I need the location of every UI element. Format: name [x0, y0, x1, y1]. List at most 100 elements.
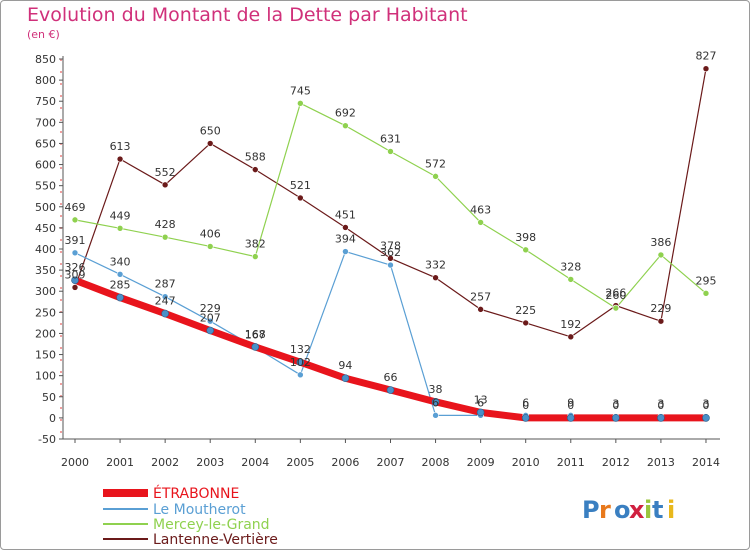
- y-tick-label: 0: [49, 412, 56, 425]
- data-point: [71, 249, 79, 257]
- data-label: 225: [515, 304, 536, 317]
- data-label: 266: [605, 287, 626, 300]
- legend-label: Le Moutherot: [153, 502, 246, 518]
- data-label: 132: [290, 343, 311, 356]
- data-point: [251, 166, 259, 173]
- legend-label: ÉTRABONNE: [153, 485, 239, 502]
- data-label: 378: [380, 239, 401, 252]
- data-label: 257: [470, 290, 491, 303]
- data-point: [612, 304, 620, 312]
- series-points: [71, 65, 710, 422]
- data-point: [657, 251, 665, 259]
- y-tick-label: 700: [35, 116, 56, 129]
- x-tick-label: 2008: [422, 456, 450, 469]
- data-point: [431, 398, 440, 406]
- data-point: [387, 148, 394, 155]
- data-label: 0: [657, 399, 664, 412]
- data-point: [567, 333, 575, 341]
- data-label: 469: [65, 201, 86, 214]
- data-label: 406: [200, 227, 221, 240]
- data-point: [161, 233, 169, 241]
- y-tick-label: 750: [35, 95, 56, 108]
- data-point: [477, 219, 484, 226]
- data-point: [566, 414, 575, 422]
- data-label: 6: [432, 396, 439, 409]
- chart-subtitle: (en €): [27, 28, 60, 41]
- data-point: [116, 225, 124, 232]
- y-tick-label: 400: [35, 243, 56, 256]
- data-point: [387, 254, 394, 262]
- logo-letter: i: [667, 496, 675, 524]
- y-tick-label: 50: [42, 391, 56, 404]
- data-label: 3: [657, 398, 664, 411]
- data-label: 66: [383, 371, 397, 384]
- data-point: [432, 173, 439, 180]
- data-point: [297, 194, 304, 202]
- data-label: 192: [560, 318, 581, 331]
- data-label: 428: [155, 218, 176, 231]
- data-label: 650: [200, 124, 221, 137]
- data-label: 521: [290, 179, 311, 192]
- y-tick-label: 300: [35, 285, 56, 298]
- data-point: [341, 374, 350, 383]
- data-label: 386: [650, 236, 671, 249]
- logo-letter: o: [614, 496, 631, 524]
- data-point: [342, 224, 349, 231]
- data-point: [71, 284, 79, 291]
- x-tick-label: 2001: [106, 456, 134, 469]
- legend-label: Mercey-le-Grand: [153, 517, 270, 533]
- data-point: [297, 100, 304, 107]
- data-label: 451: [335, 208, 356, 221]
- data-label: 613: [110, 140, 131, 153]
- data-point: [206, 317, 214, 325]
- data-label: 247: [155, 295, 176, 308]
- data-point: [521, 414, 530, 422]
- y-tick-label: 650: [35, 137, 56, 150]
- data-label: 309: [65, 268, 86, 281]
- y-tick-label: 250: [35, 306, 56, 319]
- y-tick-label: 150: [35, 349, 56, 362]
- data-point: [71, 216, 79, 224]
- data-point: [342, 122, 349, 130]
- data-label: 463: [470, 203, 491, 216]
- y-tick-label: 500: [35, 201, 56, 214]
- data-point: [206, 140, 214, 147]
- data-label: 588: [245, 151, 266, 164]
- data-point: [702, 414, 710, 422]
- data-label: 326: [65, 261, 86, 274]
- data-label: 362: [380, 246, 401, 259]
- chart-title: Evolution du Montant de la Dette par Hab…: [27, 4, 468, 26]
- data-label: 207: [200, 311, 221, 324]
- data-label: 102: [290, 356, 311, 369]
- y-tick-label: 800: [35, 74, 56, 87]
- data-label: 260: [605, 289, 626, 302]
- y-tick-label: 350: [35, 264, 56, 277]
- data-label: 394: [335, 233, 356, 246]
- data-point: [387, 261, 394, 269]
- data-point: [386, 386, 395, 394]
- x-tick-label: 2002: [151, 456, 179, 469]
- x-tick-label: 2000: [61, 456, 89, 469]
- data-label: 3: [702, 398, 709, 411]
- data-point: [612, 414, 620, 422]
- data-label: 572: [425, 157, 446, 170]
- data-point: [206, 243, 214, 250]
- x-axis-ticks: 2000 2001 2002 2003 2004 2005 2006 2007 2008 2009…: [61, 439, 720, 469]
- x-tick-label: 2004: [241, 456, 269, 469]
- data-label: 287: [155, 278, 176, 291]
- data-label: 38: [429, 383, 443, 396]
- data-point: [657, 317, 665, 325]
- data-label: 827: [695, 50, 716, 63]
- data-label: 449: [110, 209, 131, 222]
- data-label: 6: [522, 396, 529, 409]
- logo-letter: P: [582, 496, 600, 524]
- data-point: [296, 358, 305, 366]
- data-label: 9: [567, 396, 574, 409]
- data-point: [567, 276, 575, 283]
- y-tick-label: 600: [35, 159, 56, 172]
- data-label: 552: [155, 166, 176, 179]
- data-point: [342, 248, 349, 255]
